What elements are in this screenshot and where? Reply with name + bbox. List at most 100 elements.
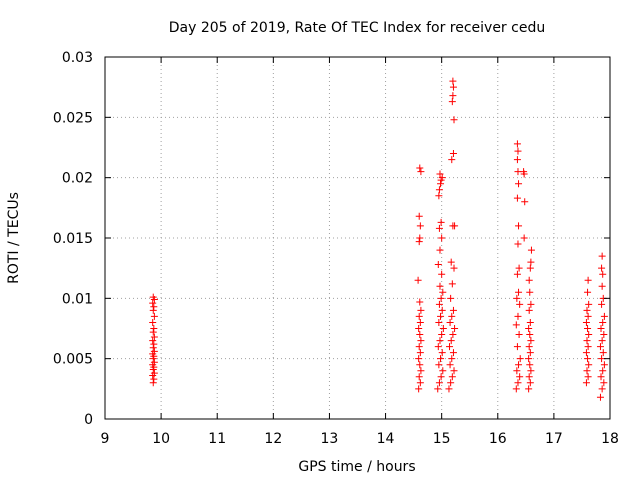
data-point xyxy=(448,156,456,164)
data-point xyxy=(449,306,457,314)
series-cluster-15h xyxy=(434,77,459,393)
data-point xyxy=(585,331,593,339)
data-point xyxy=(514,147,522,155)
data-point xyxy=(526,288,534,296)
data-point xyxy=(514,312,522,320)
data-point xyxy=(149,293,157,301)
data-point xyxy=(417,168,425,176)
data-point xyxy=(448,312,456,320)
data-point xyxy=(582,349,590,357)
data-point xyxy=(150,303,158,311)
x-tick-label: 9 xyxy=(101,431,110,447)
data-point xyxy=(447,294,455,302)
data-point xyxy=(600,361,608,369)
data-point xyxy=(435,192,443,200)
data-point xyxy=(435,379,443,387)
data-point xyxy=(446,361,454,369)
data-point xyxy=(448,98,456,106)
axis-ticks xyxy=(104,56,611,420)
data-point xyxy=(437,312,445,320)
data-point xyxy=(149,299,157,307)
data-point xyxy=(150,312,158,320)
x-tick-label: 15 xyxy=(433,431,451,447)
data-point xyxy=(448,373,456,381)
y-tick-label: 0.02 xyxy=(62,171,93,187)
data-point xyxy=(451,325,459,332)
data-point xyxy=(527,300,535,308)
data-point xyxy=(414,276,422,284)
data-point xyxy=(583,337,591,345)
data-point xyxy=(434,261,442,269)
data-point xyxy=(447,379,455,387)
series-cluster-14.6h xyxy=(414,164,425,393)
data-point xyxy=(515,331,523,339)
data-point xyxy=(435,224,443,232)
data-point xyxy=(150,340,158,348)
data-point xyxy=(584,343,592,351)
data-point xyxy=(435,186,443,194)
data-point xyxy=(435,300,443,308)
series-cluster-17.8h xyxy=(582,252,608,401)
data-point xyxy=(582,318,590,326)
y-tick-labels: 0 0.005 0.01 0.015 0.02 0.025 0.03 xyxy=(53,50,93,428)
data-point xyxy=(446,343,454,351)
data-point xyxy=(416,222,424,230)
data-point xyxy=(513,294,521,302)
x-axis-label: GPS time / hours xyxy=(298,459,415,475)
data-point xyxy=(516,373,524,381)
data-point xyxy=(436,170,444,178)
data-point xyxy=(600,312,608,320)
data-point xyxy=(150,347,158,355)
series-cluster-16.4h xyxy=(512,140,535,393)
y-tick-label: 0.025 xyxy=(53,110,93,126)
y-axis-label: ROTI / TECUs xyxy=(6,192,22,284)
data-point xyxy=(416,164,424,172)
data-point xyxy=(416,331,424,339)
x-tick-label: 10 xyxy=(152,431,170,447)
data-point xyxy=(598,282,606,290)
data-point xyxy=(416,298,424,306)
data-point xyxy=(449,331,457,339)
data-point xyxy=(438,234,446,242)
data-point xyxy=(415,238,423,246)
y-tick-label: 0 xyxy=(84,412,93,428)
data-point xyxy=(416,361,424,369)
data-point xyxy=(525,276,533,284)
data-point xyxy=(515,180,523,188)
data-point xyxy=(598,337,606,345)
data-point xyxy=(449,77,457,85)
data-point xyxy=(525,355,533,363)
data-point xyxy=(417,306,425,314)
data-point xyxy=(525,306,533,314)
data-point xyxy=(526,361,534,369)
data-point xyxy=(598,300,606,308)
data-point xyxy=(417,337,425,345)
data-point xyxy=(597,373,605,381)
data-point xyxy=(525,385,533,393)
data-point xyxy=(596,393,604,401)
data-point xyxy=(583,306,591,314)
data-point xyxy=(449,349,457,357)
data-point xyxy=(417,367,425,375)
data-point xyxy=(439,367,447,375)
data-point xyxy=(512,385,520,393)
data-point xyxy=(439,288,447,296)
data-point xyxy=(527,246,535,254)
x-tick-label: 11 xyxy=(208,431,226,447)
data-point xyxy=(447,258,455,266)
data-point xyxy=(446,318,454,326)
data-point xyxy=(598,385,606,393)
data-point xyxy=(150,369,158,377)
data-point xyxy=(515,264,523,272)
data-point xyxy=(451,222,459,230)
data-point xyxy=(599,270,607,278)
data-point xyxy=(437,180,445,188)
x-tick-label: 13 xyxy=(321,431,339,447)
data-point xyxy=(599,318,607,326)
data-point xyxy=(449,150,457,158)
data-point xyxy=(416,234,424,242)
data-point xyxy=(526,264,534,272)
data-point xyxy=(583,367,591,375)
data-point xyxy=(515,361,523,369)
